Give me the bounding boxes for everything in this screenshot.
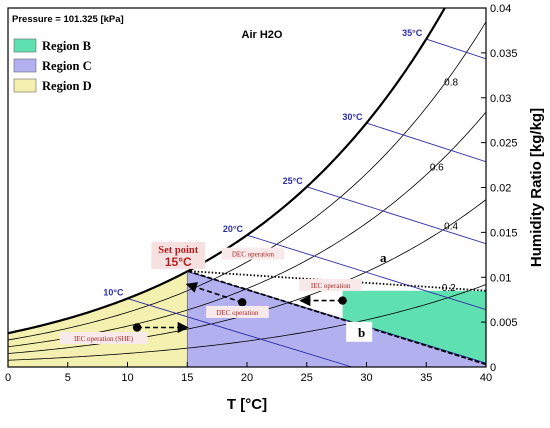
boundary-label-b: b — [358, 325, 365, 340]
x-tick-label-0: 0 — [5, 372, 11, 384]
operation-label-bg-1 — [206, 305, 269, 318]
annotation-layer: Pressure = 101.325 [kPa] Air H2O 0.2 0.4 0.6… — [12, 14, 459, 344]
operation-label-bg-0 — [221, 247, 285, 260]
region-c — [187, 271, 486, 367]
legend-label-0: Region B — [42, 39, 91, 53]
axes-layer: 0 5 10 15 20 25 30 35 4000.0050.010.0150.020.025… — [5, 3, 545, 413]
set-point-highlight — [151, 241, 206, 269]
x-tick-label-2: 10 — [121, 372, 133, 384]
y-tick-label-6: 0.03 — [490, 93, 511, 105]
operation-arrow-0 — [185, 282, 243, 304]
operation-label-bg-2 — [299, 279, 362, 292]
y-axis-label: Humidity Ratio [kg/kg] — [528, 108, 545, 267]
wet-bulb-label-3: 25°C — [283, 176, 304, 186]
region-b — [342, 290, 486, 364]
y-tick-label-0: 0 — [490, 362, 496, 374]
x-tick-label-6: 30 — [360, 372, 372, 384]
legend-swatch-0 — [13, 38, 37, 53]
x-tick-label-8: 40 — [480, 372, 492, 384]
y-tick-label-8: 0.04 — [490, 3, 511, 15]
wet-bulb-label-5: 35°C — [402, 28, 423, 38]
legend-swatch-2 — [13, 78, 37, 93]
legend-label-1: Region C — [42, 59, 92, 73]
x-tick-label-4: 20 — [241, 372, 253, 384]
set-point-label: Set point — [158, 245, 198, 256]
y-tick-label-1: 0.005 — [490, 317, 518, 329]
operation-label-0: DEC operation — [232, 251, 275, 259]
y-tick-label-5: 0.025 — [490, 138, 518, 150]
boundary-label-b-bg — [346, 321, 373, 342]
y-tick-label-7: 0.035 — [490, 48, 518, 60]
chart-header-center: Air H2O — [242, 29, 283, 41]
operation-start-point-2 — [338, 296, 347, 305]
wet-bulb-label-2: 20°C — [223, 224, 244, 234]
legend-swatch-1 — [13, 58, 37, 73]
x-tick-label-5: 25 — [301, 372, 313, 384]
boundary-line-a — [187, 270, 487, 292]
wet-bulb-line-5 — [426, 38, 486, 60]
pressure-label: Pressure = 101.325 [kPa] — [12, 14, 124, 25]
wet-bulb-label-0: 10°C — [103, 288, 124, 298]
operation-start-point-3 — [132, 323, 142, 332]
wet-bulb-line-2 — [246, 234, 486, 311]
y-tick-label-4: 0.02 — [490, 183, 511, 195]
x-tick-label-7: 35 — [420, 372, 432, 384]
set-point-value: 15°C — [165, 255, 192, 269]
x-axis-label: T [°C] — [227, 396, 267, 413]
operation-label-2: IEC operation — [311, 282, 351, 290]
rh-label-0: 0.2 — [442, 283, 456, 294]
rh-label-2: 0.6 — [430, 163, 444, 174]
legend: Region B Region C Region D — [13, 38, 92, 93]
rh-curve-0 — [8, 284, 486, 361]
y-tick-label-3: 0.015 — [490, 227, 518, 239]
wet-bulb-line-4 — [366, 122, 486, 163]
rh-label-3: 0.8 — [444, 77, 458, 88]
boundary-line-b — [186, 270, 487, 366]
operation-layer — [132, 282, 347, 334]
rh-curve-3 — [8, 21, 486, 341]
wet-bulb-line-3 — [306, 186, 486, 245]
operation-label-bg-3 — [59, 331, 148, 344]
rh-label-1: 0.4 — [444, 221, 458, 232]
boundary-label-a: a — [380, 250, 387, 265]
wet-bulb-label-4: 30°C — [342, 112, 363, 122]
x-tick-label-3: 15 — [181, 372, 193, 384]
x-tick-label-1: 5 — [65, 372, 71, 384]
legend-label-2: Region D — [42, 79, 92, 93]
operation-label-1: DEC operation — [216, 309, 259, 317]
operation-label-3: IEC operation (SHE) — [74, 335, 134, 343]
y-tick-label-2: 0.01 — [490, 272, 511, 284]
operation-start-point-0 — [238, 298, 247, 307]
wet-bulb-line-0 — [127, 298, 353, 367]
